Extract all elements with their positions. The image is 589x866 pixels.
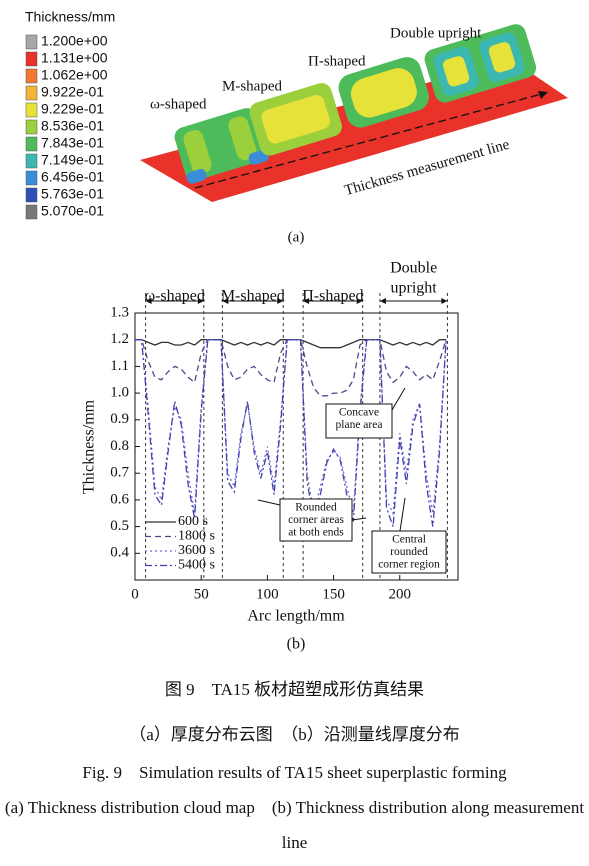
shape-label: M-shaped — [222, 78, 282, 94]
annotation-box — [279, 498, 353, 542]
legend-swatch — [25, 51, 38, 67]
annotation-leader — [399, 497, 406, 532]
series-line — [135, 339, 447, 527]
y-tick-label: 1.0 — [110, 385, 129, 401]
arrow-head — [197, 298, 204, 304]
series-line — [135, 339, 447, 397]
y-tick-label: 1.2 — [110, 331, 129, 347]
annotation-text: plane area — [336, 419, 383, 431]
x-tick-label: 150 — [322, 586, 345, 602]
annotation-text: rounded — [390, 546, 428, 558]
y-tick-label: 0.7 — [110, 465, 129, 481]
legend-label: 1.200e+00 — [41, 33, 108, 49]
shape-label: ω-shaped — [150, 96, 207, 112]
y-tick-label: 1.3 — [110, 304, 129, 320]
arrow-head — [379, 298, 386, 304]
legend-label: 9.922e-01 — [41, 84, 104, 100]
legend-swatch — [25, 153, 38, 169]
legend-label: 7.149e-01 — [41, 152, 104, 168]
caption-cn-title: 图 9 TA15 板材超塑成形仿真结果 — [164, 680, 425, 699]
shape-label: Π-shaped — [308, 53, 366, 69]
arrow-head — [145, 298, 152, 304]
legend-title: Thickness/mm — [25, 9, 115, 25]
annotation-box — [325, 403, 393, 439]
legend-swatch — [25, 136, 38, 152]
x-tick-label: 100 — [256, 586, 279, 602]
legend-swatch — [25, 68, 38, 84]
annotation-text: at both ends — [288, 527, 344, 539]
region-label: M-shaped — [221, 288, 285, 305]
caption-en-title: Fig. 9 Simulation results of TA15 sheet … — [82, 763, 507, 782]
legend-swatch — [25, 187, 38, 203]
legend-label: 7.843e-01 — [41, 135, 104, 151]
region-label: ω-shaped — [145, 288, 205, 305]
legend-label: 600 s — [178, 514, 208, 529]
arrow-head — [222, 298, 229, 304]
legend-label: 1800 s — [178, 529, 215, 544]
legend-swatch — [25, 204, 38, 220]
caption-cn-sub: （a）厚度分布云图 （b）沿测量线厚度分布 — [129, 725, 460, 744]
legend-label: 1.131e+00 — [41, 50, 108, 66]
shape-label: Double upright — [390, 25, 482, 41]
arrow-head — [277, 298, 284, 304]
legend-label: 6.456e-01 — [41, 169, 104, 185]
y-tick-label: 0.6 — [110, 491, 129, 507]
annotation-text: corner region — [378, 559, 440, 571]
x-tick-label: 50 — [194, 586, 209, 602]
figure: ω-shaped M-shaped Π-shaped Double uprigh… — [25, 9, 568, 653]
legend-label: 5400 s — [178, 558, 215, 573]
legend-swatch — [25, 102, 38, 118]
y-tick-label: 0.9 — [110, 411, 129, 427]
arrow-head — [441, 298, 448, 304]
annotation-text: Central — [392, 534, 426, 546]
cloud-map — [140, 24, 568, 202]
annotation-text: Rounded — [295, 502, 337, 514]
legend-swatch — [25, 85, 38, 101]
legend-label: 5.070e-01 — [41, 203, 104, 219]
legend-label: 5.763e-01 — [41, 186, 104, 202]
legend-swatch — [25, 119, 38, 135]
panel-label: (a) — [288, 229, 305, 245]
legend-label: 3600 s — [178, 543, 215, 558]
region-label: upright — [391, 280, 438, 297]
legend-swatch — [25, 170, 38, 186]
y-tick-label: 0.8 — [110, 438, 129, 454]
arrow-head — [356, 298, 363, 304]
x-tick-label: 200 — [389, 586, 412, 602]
arrow-head — [303, 298, 310, 304]
annotation-text: corner areas — [288, 514, 344, 526]
region-label: Double — [390, 260, 437, 277]
legend-swatch — [25, 34, 38, 50]
x-axis-label: Arc length/mm — [247, 608, 345, 625]
legend-label: 8.536e-01 — [41, 118, 104, 134]
annotation-text: Concave — [339, 407, 379, 419]
series-line — [135, 339, 447, 349]
annotation-box — [371, 530, 447, 574]
annotation-leader — [257, 499, 281, 506]
region-label: Π-shaped — [302, 288, 363, 305]
y-tick-label: 0.4 — [110, 545, 129, 561]
panel-label: (b) — [287, 636, 306, 653]
annotation-leader — [391, 387, 406, 411]
annotation-leader — [351, 517, 367, 521]
y-axis-label: Thickness/mm — [81, 399, 98, 494]
y-tick-label: 1.1 — [110, 358, 129, 374]
y-tick-label: 0.5 — [110, 518, 129, 534]
x-tick-label: 0 — [131, 586, 139, 602]
legend-label: 9.229e-01 — [41, 101, 104, 117]
legend-label: 1.062e+00 — [41, 67, 108, 83]
caption-en-sub: (a) Thickness distribution cloud map (b)… — [4, 798, 585, 852]
